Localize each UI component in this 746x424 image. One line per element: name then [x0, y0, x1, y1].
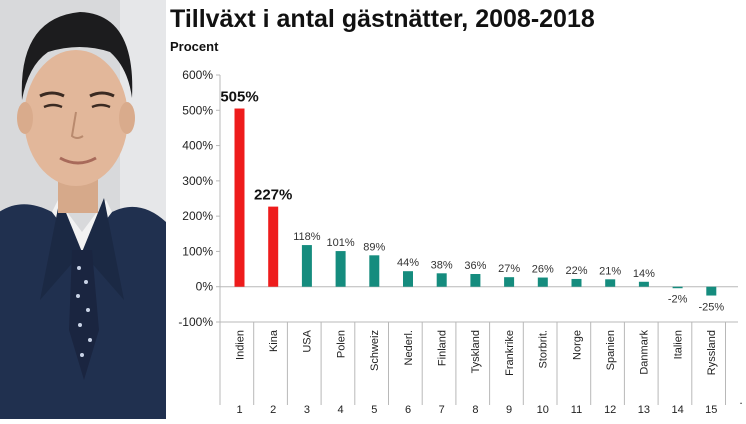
category-rank: 11 — [571, 404, 582, 416]
portrait-photo — [0, 0, 166, 419]
data-label: 118% — [293, 231, 321, 243]
data-label: 21% — [599, 265, 621, 277]
data-label: -25% — [698, 302, 724, 314]
bar — [403, 271, 413, 287]
y-tick-label: 500% — [182, 103, 213, 117]
category-label: Ryssland — [706, 330, 718, 375]
category-label: Schweiz — [369, 330, 381, 371]
bar — [301, 245, 312, 287]
category-rank: 12 — [604, 404, 616, 416]
y-tick-label: -100% — [178, 315, 213, 329]
bar — [335, 251, 346, 287]
bar — [706, 286, 717, 296]
data-label: 89% — [363, 241, 385, 253]
data-label: 505% — [220, 89, 258, 106]
y-tick-label: 300% — [182, 174, 213, 188]
category-rank: 5 — [371, 404, 377, 416]
y-tick-label: 600% — [182, 68, 213, 82]
category-label: Tyskland — [470, 330, 482, 373]
category-label: Nederl. — [403, 330, 415, 365]
bar — [638, 281, 649, 287]
category-label: Danmark — [639, 330, 651, 375]
category-rank: 7 — [439, 404, 445, 416]
category-rank: 13 — [638, 404, 650, 416]
data-label: 14% — [633, 268, 655, 280]
data-label: 26% — [532, 264, 554, 276]
data-label: -2% — [668, 293, 688, 305]
category-label: Norge — [571, 330, 583, 360]
bar — [605, 279, 616, 287]
category-label: Storbrit. — [538, 330, 550, 369]
category-label: Spanien — [605, 330, 617, 370]
bar — [504, 277, 515, 287]
bar — [470, 274, 481, 287]
category-rank: 4 — [338, 404, 344, 416]
data-label: 38% — [431, 259, 453, 271]
y-tick-label: 100% — [182, 244, 213, 258]
category-label: Kina — [268, 329, 280, 352]
category-label: Indien — [234, 330, 246, 360]
category-rank: 10 — [537, 404, 549, 416]
category-rank: 15 — [705, 404, 717, 416]
bar — [234, 108, 245, 287]
category-rank: 2 — [270, 404, 276, 416]
bar — [436, 273, 447, 287]
bar — [537, 277, 548, 287]
category-label: Finland — [437, 330, 449, 366]
category-rank: 3 — [304, 404, 310, 416]
y-tick-label: 400% — [182, 139, 213, 153]
data-label: 22% — [565, 265, 587, 277]
data-label: 101% — [327, 237, 355, 249]
category-label: Italien — [672, 330, 684, 359]
category-label: Polen — [335, 330, 347, 358]
bar-chart: -100% 0% 100% 200% 300% 400% 500% 600% 505% Indie… — [178, 68, 742, 416]
bar — [571, 278, 582, 287]
category-rank: 8 — [472, 404, 478, 416]
category-rank: 6 — [405, 404, 411, 416]
category-label: USA — [302, 329, 314, 352]
data-label: 227% — [254, 187, 292, 204]
y-tick-label: 0% — [196, 280, 214, 294]
y-tick-label: 200% — [182, 209, 213, 223]
category-rank: 14 — [671, 404, 683, 416]
bar — [369, 255, 380, 287]
trailing-mark: . — [739, 393, 742, 407]
data-label: 44% — [397, 257, 419, 269]
data-label: 27% — [498, 263, 520, 275]
chart-title: Tillväxt i antal gästnätter, 2008-2018 — [170, 5, 595, 33]
data-label: 36% — [464, 260, 486, 272]
y-axis-label: Procent — [170, 39, 219, 54]
category-rank: 1 — [236, 404, 242, 416]
category-rank: 9 — [506, 404, 512, 416]
category-label: Frankrike — [504, 330, 516, 376]
bar — [672, 286, 683, 289]
bar — [268, 206, 279, 287]
